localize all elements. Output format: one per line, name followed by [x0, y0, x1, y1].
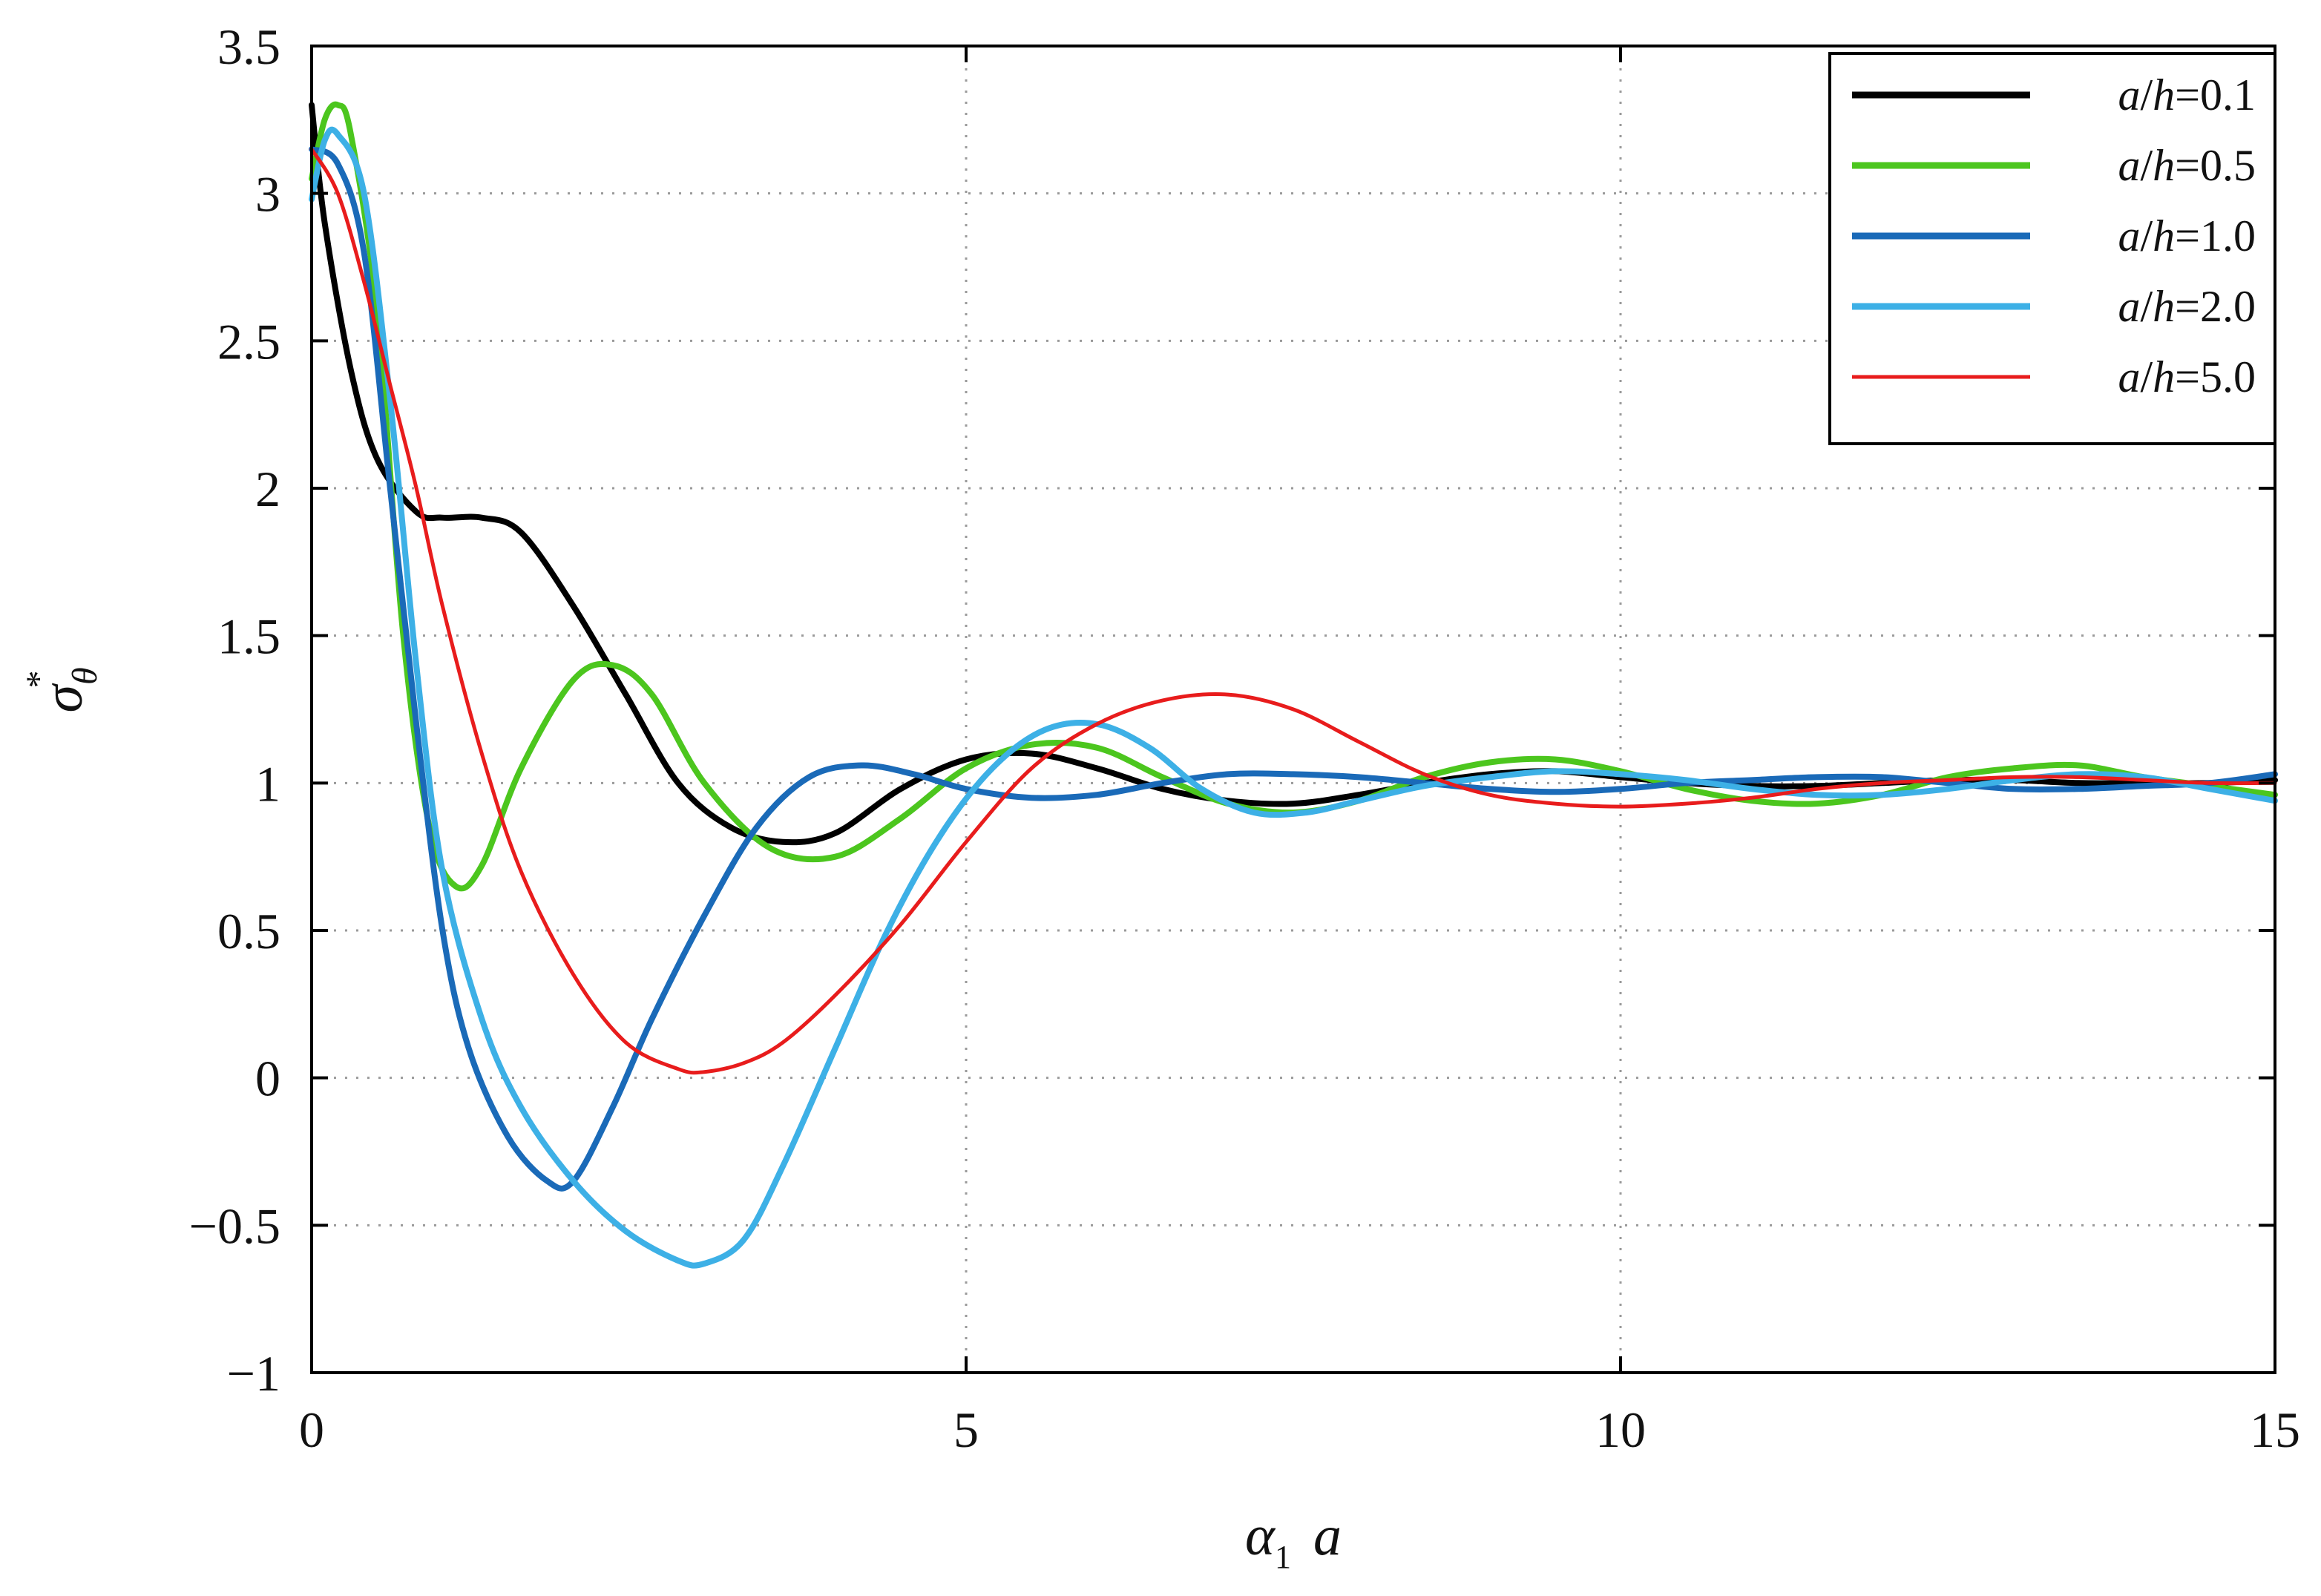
- x-tick-label: 10: [1595, 1402, 1646, 1458]
- y-tick-label: −0.5: [189, 1198, 280, 1254]
- svg-text:σθ*: σθ *: [19, 667, 105, 712]
- legend-label: a/h=0.5: [2118, 141, 2256, 190]
- legend: a/h=0.1 a/h=0.5 a/h=1.0 a/h=2.0 a/h=5.0: [1828, 52, 2276, 445]
- y-tick-label: 2.5: [217, 313, 280, 370]
- y-tick-label: 0: [255, 1051, 280, 1107]
- tick-labels: 0 5 10 15 −1 −0.5 0 0.5 1 1.5 2 2.5 3 3.5: [189, 19, 2300, 1458]
- legend-label: a/h=1.0: [2118, 211, 2256, 260]
- y-axis-label-subscript: θ: [65, 667, 105, 685]
- y-tick-label: 0.5: [217, 903, 280, 959]
- x-axis-label-variable: a: [1313, 1505, 1342, 1567]
- series-line-3: [309, 146, 2278, 1192]
- y-axis-label-symbol: σ: [32, 683, 94, 713]
- x-tick-label: 5: [953, 1402, 979, 1458]
- legend-label: a/h=5.0: [2118, 352, 2256, 401]
- plot-frame: [310, 45, 2276, 1374]
- y-tick-label: 1.5: [217, 608, 280, 665]
- y-tick-label: 3: [255, 166, 280, 223]
- y-tick-label: 2: [255, 461, 280, 517]
- y-axis-label-superscript: *: [19, 670, 59, 688]
- series-line-5: [309, 147, 2277, 1075]
- series-layer: [309, 101, 2278, 1269]
- y-tick-label: −1: [227, 1345, 280, 1402]
- x-axis-label-subscript: 1: [1275, 1539, 1291, 1575]
- series-line-2: [309, 101, 2278, 892]
- x-tick-label: 0: [299, 1402, 324, 1458]
- series-line-4: [309, 126, 2278, 1269]
- y-tick-label: 1: [255, 755, 280, 812]
- x-axis-label: α1 a: [1245, 1505, 1342, 1575]
- x-axis-label-symbol: α: [1245, 1505, 1276, 1567]
- legend-label: a/h=0.1: [2118, 70, 2256, 119]
- x-tick-label: 15: [2250, 1402, 2300, 1458]
- legend-label: a/h=2.0: [2118, 282, 2256, 331]
- y-tick-label: 3.5: [217, 19, 280, 75]
- y-axis-label: σθ *: [19, 667, 105, 712]
